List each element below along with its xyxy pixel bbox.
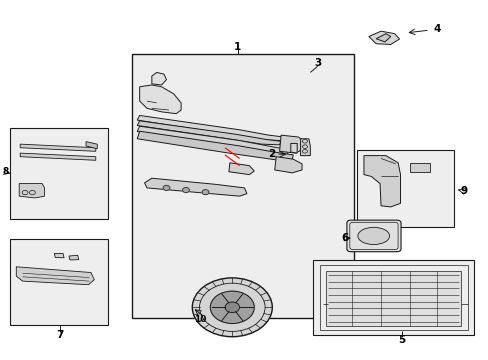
Polygon shape: [137, 131, 293, 162]
Polygon shape: [69, 255, 79, 260]
Polygon shape: [54, 253, 64, 258]
Polygon shape: [140, 85, 181, 114]
Polygon shape: [363, 156, 400, 207]
Circle shape: [224, 302, 239, 312]
Polygon shape: [375, 34, 390, 42]
Polygon shape: [144, 178, 246, 196]
Text: 9: 9: [459, 186, 467, 197]
Circle shape: [182, 188, 189, 193]
Text: 8: 8: [2, 167, 9, 176]
Text: 4: 4: [432, 24, 440, 34]
Text: 7: 7: [57, 330, 64, 340]
Circle shape: [163, 185, 169, 190]
Polygon shape: [137, 121, 281, 145]
Polygon shape: [137, 126, 288, 155]
Polygon shape: [152, 72, 166, 85]
Text: 1: 1: [234, 42, 241, 51]
Bar: [326, 271, 460, 326]
Text: 6: 6: [341, 233, 348, 243]
Polygon shape: [137, 116, 283, 140]
Text: 10: 10: [194, 315, 206, 324]
Ellipse shape: [357, 227, 389, 244]
Text: 2: 2: [267, 149, 274, 159]
Polygon shape: [20, 153, 96, 160]
Polygon shape: [300, 139, 310, 156]
FancyBboxPatch shape: [346, 220, 400, 252]
Bar: [356, 149, 453, 226]
Polygon shape: [279, 135, 305, 153]
Polygon shape: [274, 157, 302, 173]
Polygon shape: [409, 163, 429, 172]
Polygon shape: [368, 31, 399, 44]
Circle shape: [210, 291, 254, 324]
Polygon shape: [19, 184, 44, 198]
Bar: [132, 54, 353, 318]
Polygon shape: [228, 163, 254, 175]
Polygon shape: [86, 141, 97, 149]
Text: 5: 5: [397, 334, 404, 345]
Text: 3: 3: [313, 58, 321, 68]
Bar: [10, 128, 108, 220]
Polygon shape: [290, 143, 297, 153]
Bar: [10, 239, 108, 325]
Polygon shape: [20, 144, 96, 151]
Circle shape: [202, 190, 208, 195]
Polygon shape: [16, 267, 94, 285]
Polygon shape: [312, 260, 473, 335]
Circle shape: [192, 278, 272, 337]
